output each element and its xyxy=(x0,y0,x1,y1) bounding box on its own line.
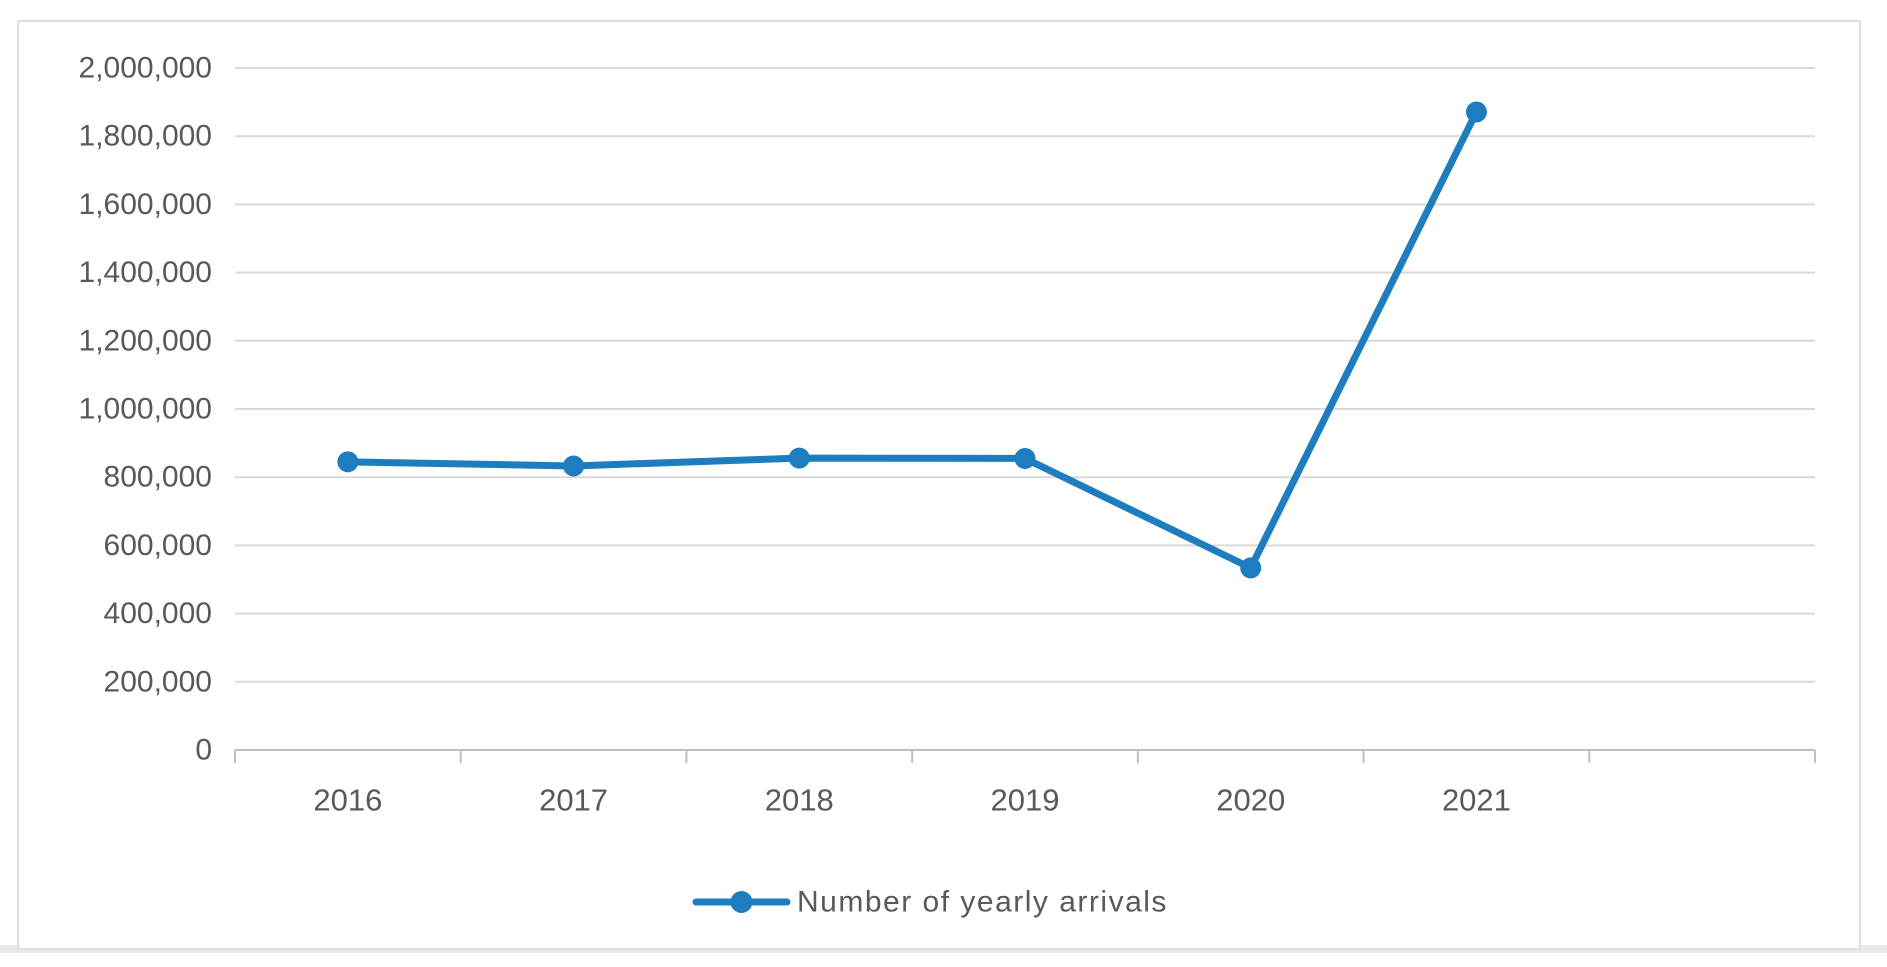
y-axis-tick-label: 0 xyxy=(195,734,212,767)
y-axis-tick-label: 400,000 xyxy=(104,597,212,630)
y-axis-tick-label: 600,000 xyxy=(104,529,212,562)
data-point-marker xyxy=(788,447,810,469)
x-axis-tick-label: 2019 xyxy=(991,783,1060,818)
data-point-marker xyxy=(1014,447,1036,469)
data-point-marker xyxy=(1240,557,1262,579)
data-point-marker xyxy=(337,451,359,473)
legend-label: Number of yearly arrivals xyxy=(797,886,1168,919)
chart-frame xyxy=(17,20,1861,950)
y-axis-tick-label: 1,400,000 xyxy=(79,256,212,289)
y-axis-tick-label: 1,800,000 xyxy=(79,120,212,153)
y-axis-tick-label: 2,000,000 xyxy=(79,52,212,85)
data-point-marker xyxy=(1465,101,1487,123)
y-axis-tick-label: 200,000 xyxy=(104,665,212,698)
legend-marker-sample xyxy=(730,891,753,913)
x-axis-tick-label: 2017 xyxy=(539,783,608,818)
y-axis-tick-label: 1,200,000 xyxy=(79,324,212,357)
y-axis-tick-label: 1,600,000 xyxy=(79,188,212,221)
data-point-marker xyxy=(563,455,585,477)
y-axis-tick-label: 800,000 xyxy=(104,461,212,494)
x-axis-tick-label: 2018 xyxy=(765,783,834,818)
x-axis-tick-label: 2020 xyxy=(1216,783,1285,818)
x-axis-tick-label: 2021 xyxy=(1442,783,1511,818)
x-axis-tick-label: 2016 xyxy=(313,783,382,818)
y-axis-tick-label: 1,000,000 xyxy=(79,393,212,426)
series-line xyxy=(344,108,1480,572)
